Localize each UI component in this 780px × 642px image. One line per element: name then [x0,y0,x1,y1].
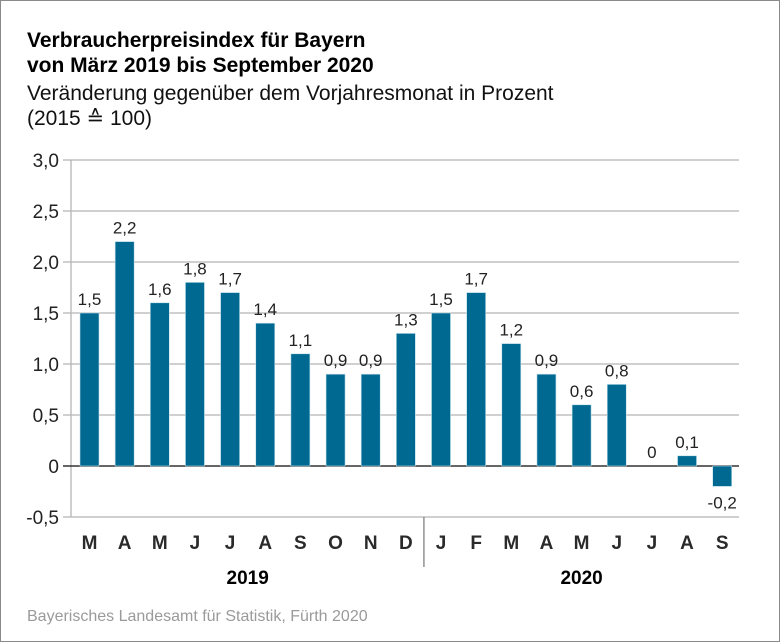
bar [220,292,240,467]
y-tick-label: 1,0 [33,355,59,376]
data-label: 1,3 [394,310,418,329]
x-tick-label: J [647,533,658,554]
bar [466,292,486,467]
bar [501,343,522,467]
y-tick-label: 0,5 [33,406,59,427]
bar [185,282,205,467]
bar [325,373,346,467]
bar [396,333,416,467]
x-tick-label: M [574,533,590,554]
bar [150,302,170,467]
data-label: 1,8 [183,259,207,278]
x-tick-label: A [118,533,132,554]
chart-title: Verbraucherpreisindex für Bayern von Mär… [27,28,374,78]
bars [79,241,733,487]
data-label: 0,9 [359,351,383,370]
y-tick-label: 0 [48,457,59,478]
chart-subtitle: Veränderung gegenüber dem Vorjahresmonat… [27,81,554,131]
bar [606,384,627,467]
data-label: 0 [647,443,656,462]
year-label: 2020 [560,568,602,589]
y-tick-label: 3,0 [33,151,59,172]
y-tick-label: 2,5 [33,202,59,223]
data-label: 1,6 [148,280,172,299]
data-label: 0,9 [324,351,348,370]
data-label: 1,4 [253,300,277,319]
title-line-2: von März 2019 bis September 2020 [27,54,374,77]
bar [431,312,451,467]
x-tick-label: S [294,533,307,554]
x-tick-label: N [364,533,378,554]
x-tick-label: D [399,533,413,554]
bar [290,353,311,467]
data-label: 0,8 [605,361,629,380]
source-note: Bayerisches Landesamt für Statistik, Für… [27,608,368,625]
y-tick-label: 1,5 [33,304,59,325]
data-label: 1,5 [429,290,453,309]
bar [712,465,733,487]
bar [360,373,381,467]
subtitle-line-1: Veränderung gegenüber dem Vorjahresmonat… [27,82,554,105]
y-tick-label: 2,0 [33,253,59,274]
y-axis: 3,0 2,5 2,0 1,5 1,0 0,5 0 -0,5 [26,151,59,529]
x-tick-label: A [540,533,554,554]
x-tick-label: J [190,533,201,554]
data-label: 1,7 [464,270,488,289]
bar [114,241,135,467]
x-tick-label: F [470,533,482,554]
year-label: 2019 [227,568,269,589]
x-tick-label: M [82,533,98,554]
data-label: 1,7 [218,270,242,289]
data-label: 1,2 [499,321,523,340]
data-label: 1,5 [78,290,102,309]
subtitle-line-2: (2015 ≙ 100) [27,107,153,130]
bar [536,373,557,467]
bar [571,404,592,467]
title-line-1: Verbraucherpreisindex für Bayern [27,29,366,52]
x-tick-label: A [258,533,272,554]
x-tick-label: M [152,533,168,554]
x-tick-label: J [436,533,447,554]
bar [255,322,276,467]
data-label: 0,9 [535,351,559,370]
data-label: -0,2 [708,493,737,512]
y-tick-label: -0,5 [26,508,59,529]
bar [677,455,697,467]
data-label: 0,1 [675,433,699,452]
data-label: 0,6 [570,382,594,401]
data-label: 1,1 [289,331,313,350]
x-tick-label: J [225,533,236,554]
x-tick-label: S [716,533,729,554]
data-labels: 1,5 2,2 1,6 1,8 1,7 1,4 1,1 0,9 0,9 1,3 1,5 1,7 1,2 0… [78,219,737,513]
data-label: 2,2 [113,219,137,238]
x-tick-label: A [680,533,694,554]
bar [79,312,100,467]
x-tick-label: J [611,533,622,554]
x-tick-label: M [503,533,519,554]
x-tick-label: O [328,533,343,554]
